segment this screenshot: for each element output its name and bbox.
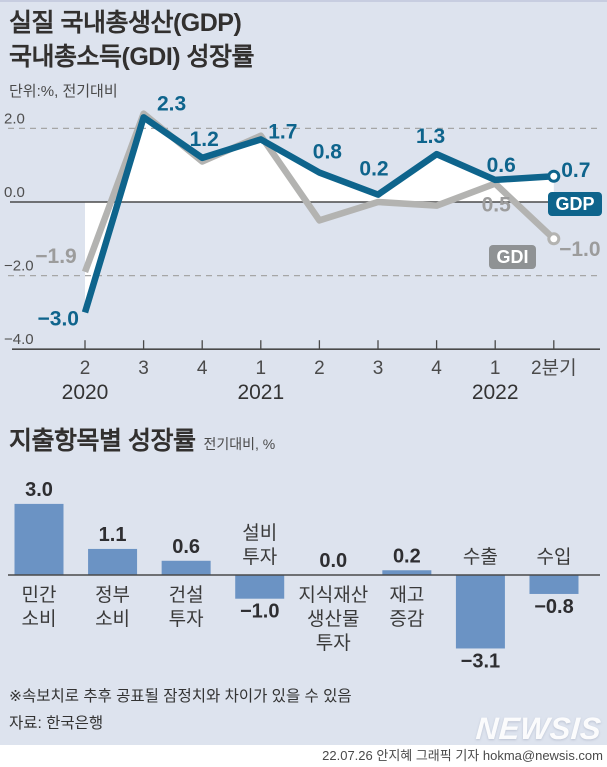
- svg-text:−1.0: −1.0: [240, 601, 279, 623]
- svg-text:1.1: 1.1: [99, 524, 127, 546]
- svg-text:정부: 정부: [95, 584, 130, 606]
- bar-1: [88, 548, 138, 575]
- svg-text:투자: 투자: [242, 546, 277, 568]
- bar-section-header: 지출항목별 성장률 전기대비, %: [9, 421, 275, 457]
- svg-text:1: 1: [490, 358, 501, 379]
- svg-text:4: 4: [197, 358, 208, 379]
- bar-section-title: 지출항목별 성장률: [9, 427, 196, 455]
- svg-text:2.3: 2.3: [157, 92, 186, 115]
- svg-text:2: 2: [314, 358, 325, 379]
- svg-text:생산물: 생산물: [307, 608, 359, 630]
- svg-text:민간: 민간: [22, 584, 57, 606]
- credit-text: 22.07.26 안지혜 그래픽 기자 hokma@newsis.com: [322, 748, 603, 763]
- svg-text:0.6: 0.6: [172, 536, 200, 558]
- svg-text:−2.0: −2.0: [4, 258, 34, 275]
- newsis-logo: NEWSIS: [474, 711, 603, 746]
- svg-text:0.5: 0.5: [482, 194, 512, 217]
- svg-text:재고: 재고: [389, 584, 424, 606]
- header: 실질 국내총생산(GDP) 국내총소득(GDI) 성장률 단위:%, 전기대비: [9, 6, 255, 101]
- svg-text:0.8: 0.8: [313, 141, 343, 164]
- svg-text:−4.0: −4.0: [4, 331, 34, 348]
- svg-text:수입: 수입: [537, 546, 572, 568]
- svg-text:0.7: 0.7: [561, 159, 590, 182]
- series-badges: GDP GDI: [489, 192, 602, 269]
- svg-text:투자: 투자: [316, 632, 351, 654]
- bar-2: [161, 560, 211, 575]
- svg-text:건설: 건설: [169, 584, 204, 606]
- svg-text:증감: 증감: [389, 608, 424, 630]
- svg-text:2.0: 2.0: [4, 110, 25, 127]
- svg-text:1.2: 1.2: [190, 128, 219, 151]
- svg-text:투자: 투자: [169, 608, 204, 630]
- footnote: ※속보치로 추후 공표될 잠정치와 차이가 있을 수 있음: [9, 688, 352, 705]
- chart-title-line1: 실질 국내총생산(GDP): [9, 9, 242, 37]
- svg-text:0.6: 0.6: [487, 154, 516, 177]
- grid-lines: 2.0 0.0 −2.0 −4.0: [4, 110, 600, 351]
- svg-text:0.2: 0.2: [393, 545, 421, 567]
- svg-text:수출: 수출: [463, 546, 498, 568]
- svg-text:소비: 소비: [22, 608, 57, 630]
- svg-text:2022: 2022: [472, 381, 519, 404]
- source-note: 자료: 한국은행: [9, 715, 104, 732]
- gdp-end-marker: [547, 169, 561, 183]
- svg-text:설비: 설비: [242, 522, 277, 544]
- svg-text:2: 2: [80, 358, 91, 379]
- svg-text:4: 4: [431, 358, 442, 379]
- svg-text:−0.8: −0.8: [534, 596, 573, 618]
- bar-section-unit: 전기대비, %: [203, 436, 276, 452]
- svg-text:소비: 소비: [95, 608, 130, 630]
- gdi-badge: [489, 245, 536, 269]
- bar-3: [235, 575, 285, 599]
- chart-title-line2: 국내총소득(GDI) 성장률: [9, 43, 255, 71]
- svg-text:−1.0: −1.0: [559, 238, 600, 261]
- credit-strip: 22.07.26 안지혜 그래픽 기자 hokma@newsis.com: [0, 745, 607, 767]
- svg-text:2021: 2021: [237, 381, 284, 404]
- svg-text:1: 1: [256, 358, 267, 379]
- svg-text:0.2: 0.2: [359, 158, 388, 181]
- svg-text:−3.0: −3.0: [38, 307, 79, 330]
- svg-text:1.3: 1.3: [416, 125, 445, 148]
- svg-text:지식재산: 지식재산: [298, 584, 368, 606]
- bar-7: [529, 575, 579, 594]
- gdp-area-fill: [85, 117, 554, 313]
- svg-text:−3.1: −3.1: [461, 650, 500, 672]
- svg-text:GDI: GDI: [496, 247, 528, 267]
- svg-text:GDP: GDP: [555, 194, 594, 214]
- svg-text:0.0: 0.0: [319, 550, 347, 572]
- line-chart: 2.0 0.0 −2.0 −4.0 2 3 4 1 2 3 4 1 2분기 2020 2021 2022 −3.…: [4, 92, 602, 404]
- gdi-end-marker: [547, 232, 561, 246]
- bar-5: [382, 570, 432, 575]
- x-axis: 2 3 4 1 2 3 4 1 2분기 2020 2021 2022: [62, 340, 577, 404]
- svg-text:3.0: 3.0: [25, 479, 53, 501]
- top-accent-bar: [0, 0, 607, 2]
- svg-text:2020: 2020: [62, 381, 109, 404]
- unit-note: 단위:%, 전기대비: [9, 83, 118, 100]
- gdp-badge: [548, 192, 602, 216]
- bar-0: [14, 503, 64, 575]
- svg-text:0.0: 0.0: [4, 184, 25, 201]
- gdp-line: [81, 114, 555, 314]
- svg-text:−1.9: −1.9: [35, 245, 76, 268]
- svg-text:2분기: 2분기: [531, 357, 577, 379]
- svg-text:3: 3: [373, 358, 384, 379]
- value-labels: −3.0 2.31.2 1.7 0.8 0.2 1.3 0.6 0.7 −1.9 0.5 −1.0: [35, 92, 600, 330]
- svg-text:3: 3: [138, 358, 149, 379]
- svg-text:1.7: 1.7: [268, 120, 297, 143]
- bar-6: [455, 575, 505, 649]
